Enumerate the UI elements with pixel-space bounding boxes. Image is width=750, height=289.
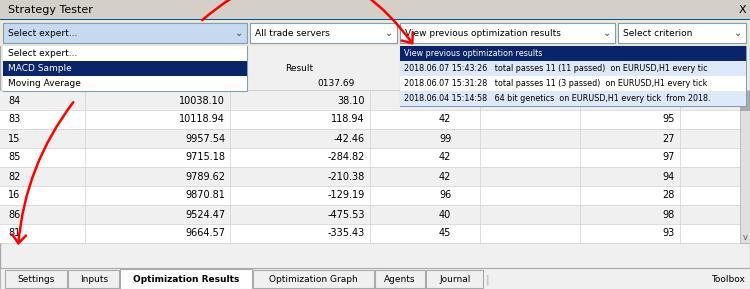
Text: -284.82: -284.82 [328, 153, 365, 162]
Text: Optimization Graph: Optimization Graph [269, 275, 358, 284]
Text: 42: 42 [439, 114, 452, 125]
FancyBboxPatch shape [0, 91, 750, 110]
Text: Result: Result [285, 64, 314, 73]
FancyBboxPatch shape [400, 46, 746, 61]
FancyBboxPatch shape [0, 186, 750, 205]
Text: 9664.57: 9664.57 [185, 229, 225, 238]
Text: -42.46: -42.46 [334, 134, 365, 144]
FancyBboxPatch shape [254, 270, 374, 288]
FancyBboxPatch shape [0, 90, 750, 91]
Text: 81: 81 [8, 229, 20, 238]
Text: 96: 96 [663, 95, 675, 105]
Text: 9789.62: 9789.62 [185, 171, 225, 181]
FancyBboxPatch shape [0, 268, 750, 289]
FancyBboxPatch shape [427, 270, 483, 288]
Text: 83: 83 [8, 114, 20, 125]
Text: 27: 27 [662, 134, 675, 144]
Text: All trade servers: All trade servers [255, 29, 330, 38]
Text: 118.94: 118.94 [332, 114, 365, 125]
Text: 15: 15 [8, 134, 20, 144]
FancyBboxPatch shape [740, 91, 750, 111]
FancyBboxPatch shape [0, 167, 750, 186]
Text: X: X [738, 5, 746, 15]
Text: ⌄: ⌄ [734, 28, 742, 38]
FancyBboxPatch shape [3, 46, 247, 91]
FancyBboxPatch shape [3, 61, 247, 76]
FancyBboxPatch shape [0, 205, 750, 224]
FancyBboxPatch shape [0, 148, 750, 167]
Text: 42: 42 [439, 153, 452, 162]
Text: 0137.69: 0137.69 [318, 79, 355, 88]
Text: 10118.94: 10118.94 [179, 114, 225, 125]
Text: Agents: Agents [384, 275, 416, 284]
Text: 96: 96 [439, 190, 452, 201]
Text: |: | [486, 274, 490, 285]
Text: 9957.54: 9957.54 [184, 134, 225, 144]
Text: -475.53: -475.53 [328, 210, 365, 220]
Text: 40: 40 [439, 210, 452, 220]
FancyBboxPatch shape [120, 269, 252, 289]
FancyBboxPatch shape [400, 76, 746, 91]
FancyBboxPatch shape [68, 270, 119, 288]
Text: 38.10: 38.10 [338, 95, 365, 105]
Text: 2018.06.07 15:31:28   total passes 11 (3 passed)  on EURUSD,H1 every tick: 2018.06.07 15:31:28 total passes 11 (3 p… [404, 79, 707, 88]
Text: 95: 95 [663, 114, 675, 125]
Text: Select expert...: Select expert... [8, 29, 77, 38]
Text: 94: 94 [663, 171, 675, 181]
Text: 16: 16 [8, 190, 20, 201]
FancyBboxPatch shape [400, 91, 746, 106]
Text: 9870.81: 9870.81 [185, 190, 225, 201]
FancyBboxPatch shape [374, 270, 425, 288]
Text: ⌄: ⌄ [385, 28, 393, 38]
FancyBboxPatch shape [0, 110, 750, 129]
Text: 28: 28 [663, 190, 675, 201]
Text: Toolbox: Toolbox [711, 275, 745, 284]
Text: 85: 85 [8, 153, 20, 162]
Text: 97: 97 [663, 153, 675, 162]
Text: 86: 86 [8, 210, 20, 220]
Text: 2018.06.04 15:14:58   64 bit genetics  on EURUSD,H1 every tick  from 2018.: 2018.06.04 15:14:58 64 bit genetics on E… [404, 94, 710, 103]
Text: Inputs: Inputs [80, 275, 108, 284]
Text: View previous optimization results: View previous optimization results [405, 29, 561, 38]
FancyBboxPatch shape [400, 23, 615, 43]
Text: 44: 44 [439, 95, 452, 105]
FancyArrowPatch shape [202, 0, 413, 43]
FancyBboxPatch shape [3, 23, 247, 43]
Text: Strategy Tester: Strategy Tester [8, 5, 93, 15]
FancyBboxPatch shape [0, 19, 750, 20]
Text: Moving Average: Moving Average [8, 79, 81, 88]
Text: ⌄: ⌄ [235, 28, 243, 38]
Text: Optimization Results: Optimization Results [133, 275, 239, 284]
Text: MACD Sample: MACD Sample [8, 64, 72, 73]
Text: -210.38: -210.38 [328, 171, 365, 181]
Text: Settings: Settings [17, 275, 55, 284]
Text: 99: 99 [439, 134, 452, 144]
FancyBboxPatch shape [3, 46, 247, 61]
FancyBboxPatch shape [3, 76, 247, 91]
Text: 98: 98 [663, 210, 675, 220]
FancyBboxPatch shape [5, 270, 68, 288]
FancyBboxPatch shape [0, 224, 750, 243]
Text: 10038.10: 10038.10 [179, 95, 225, 105]
FancyBboxPatch shape [0, 20, 750, 46]
Text: Select criterion: Select criterion [623, 29, 692, 38]
Text: 82: 82 [8, 171, 20, 181]
Text: 2018.06.07 15:43:26   total passes 11 (11 passed)  on EURUSD,H1 every tic: 2018.06.07 15:43:26 total passes 11 (11 … [404, 64, 708, 73]
FancyBboxPatch shape [740, 91, 750, 243]
Text: Journal: Journal [439, 275, 470, 284]
Text: ⌄: ⌄ [603, 28, 611, 38]
FancyBboxPatch shape [400, 46, 746, 106]
FancyBboxPatch shape [618, 23, 746, 43]
Text: 45: 45 [439, 229, 452, 238]
FancyBboxPatch shape [0, 129, 750, 148]
Text: 42: 42 [439, 171, 452, 181]
Text: 9524.47: 9524.47 [184, 210, 225, 220]
FancyBboxPatch shape [250, 23, 397, 43]
FancyArrowPatch shape [12, 102, 74, 243]
Text: -129.19: -129.19 [328, 190, 365, 201]
FancyBboxPatch shape [400, 61, 746, 76]
Text: Select expert...: Select expert... [8, 49, 77, 58]
Text: 9715.18: 9715.18 [185, 153, 225, 162]
Text: 93: 93 [663, 229, 675, 238]
